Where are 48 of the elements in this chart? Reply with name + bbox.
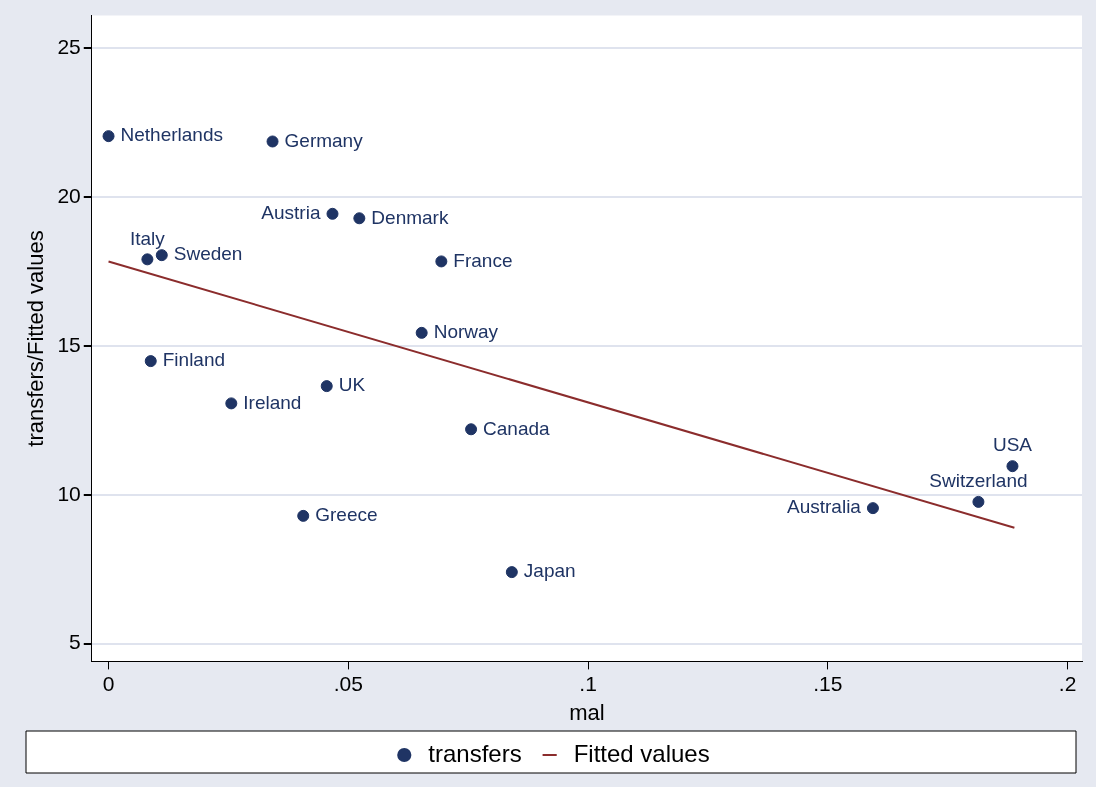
- annotation: Denmark: [371, 206, 449, 228]
- point: [225, 397, 238, 410]
- point: [505, 566, 518, 579]
- point: [320, 380, 333, 393]
- annotation: Canada: [483, 417, 551, 439]
- point: [102, 130, 115, 143]
- point: [415, 326, 428, 339]
- annotation: USA: [992, 434, 1033, 456]
- annotation: Italy: [129, 227, 166, 249]
- annotation: Sweden: [173, 243, 243, 265]
- point: [141, 253, 154, 266]
- point: [297, 509, 310, 522]
- annotation: Netherlands: [120, 124, 223, 146]
- y-tick-label: 20: [57, 183, 81, 207]
- y-axis-title: transfers/Fitted values: [23, 230, 49, 447]
- annotation: Finland: [162, 349, 226, 371]
- point: [866, 502, 879, 515]
- annotation: UK: [338, 374, 366, 396]
- x-tick-label: .15: [813, 671, 843, 695]
- point: [326, 207, 339, 220]
- annotation: Australia: [787, 496, 862, 518]
- annotation: Norway: [433, 321, 499, 343]
- annotation: Germany: [284, 129, 364, 151]
- legend-label: Fitted values: [573, 739, 710, 767]
- x-axis-title: mal: [569, 699, 605, 725]
- x-tick-label: .2: [1058, 671, 1077, 695]
- y-tick-label: 25: [57, 35, 81, 59]
- point: [465, 423, 478, 436]
- x-tick-label: .05: [333, 671, 363, 695]
- point: [155, 249, 168, 262]
- annotation: Austria: [261, 202, 321, 224]
- legend-label: transfers: [428, 739, 522, 767]
- point: [266, 135, 279, 148]
- annotation: France: [453, 249, 513, 271]
- x-tick-label: .1: [579, 671, 597, 695]
- y-tick-label: 5: [69, 630, 81, 654]
- point: [1006, 460, 1019, 473]
- y-tick-label: 10: [57, 481, 81, 505]
- annotation: Ireland: [243, 391, 302, 413]
- annotation: Switzerland: [929, 470, 1028, 492]
- annotation: Japan: [523, 560, 576, 582]
- point: [144, 355, 157, 368]
- x-tick-label: 0: [102, 671, 115, 695]
- point: [435, 255, 448, 268]
- point: [353, 212, 366, 225]
- annotation: Greece: [315, 504, 378, 526]
- point: [972, 495, 985, 508]
- y-tick-label: 15: [57, 332, 81, 356]
